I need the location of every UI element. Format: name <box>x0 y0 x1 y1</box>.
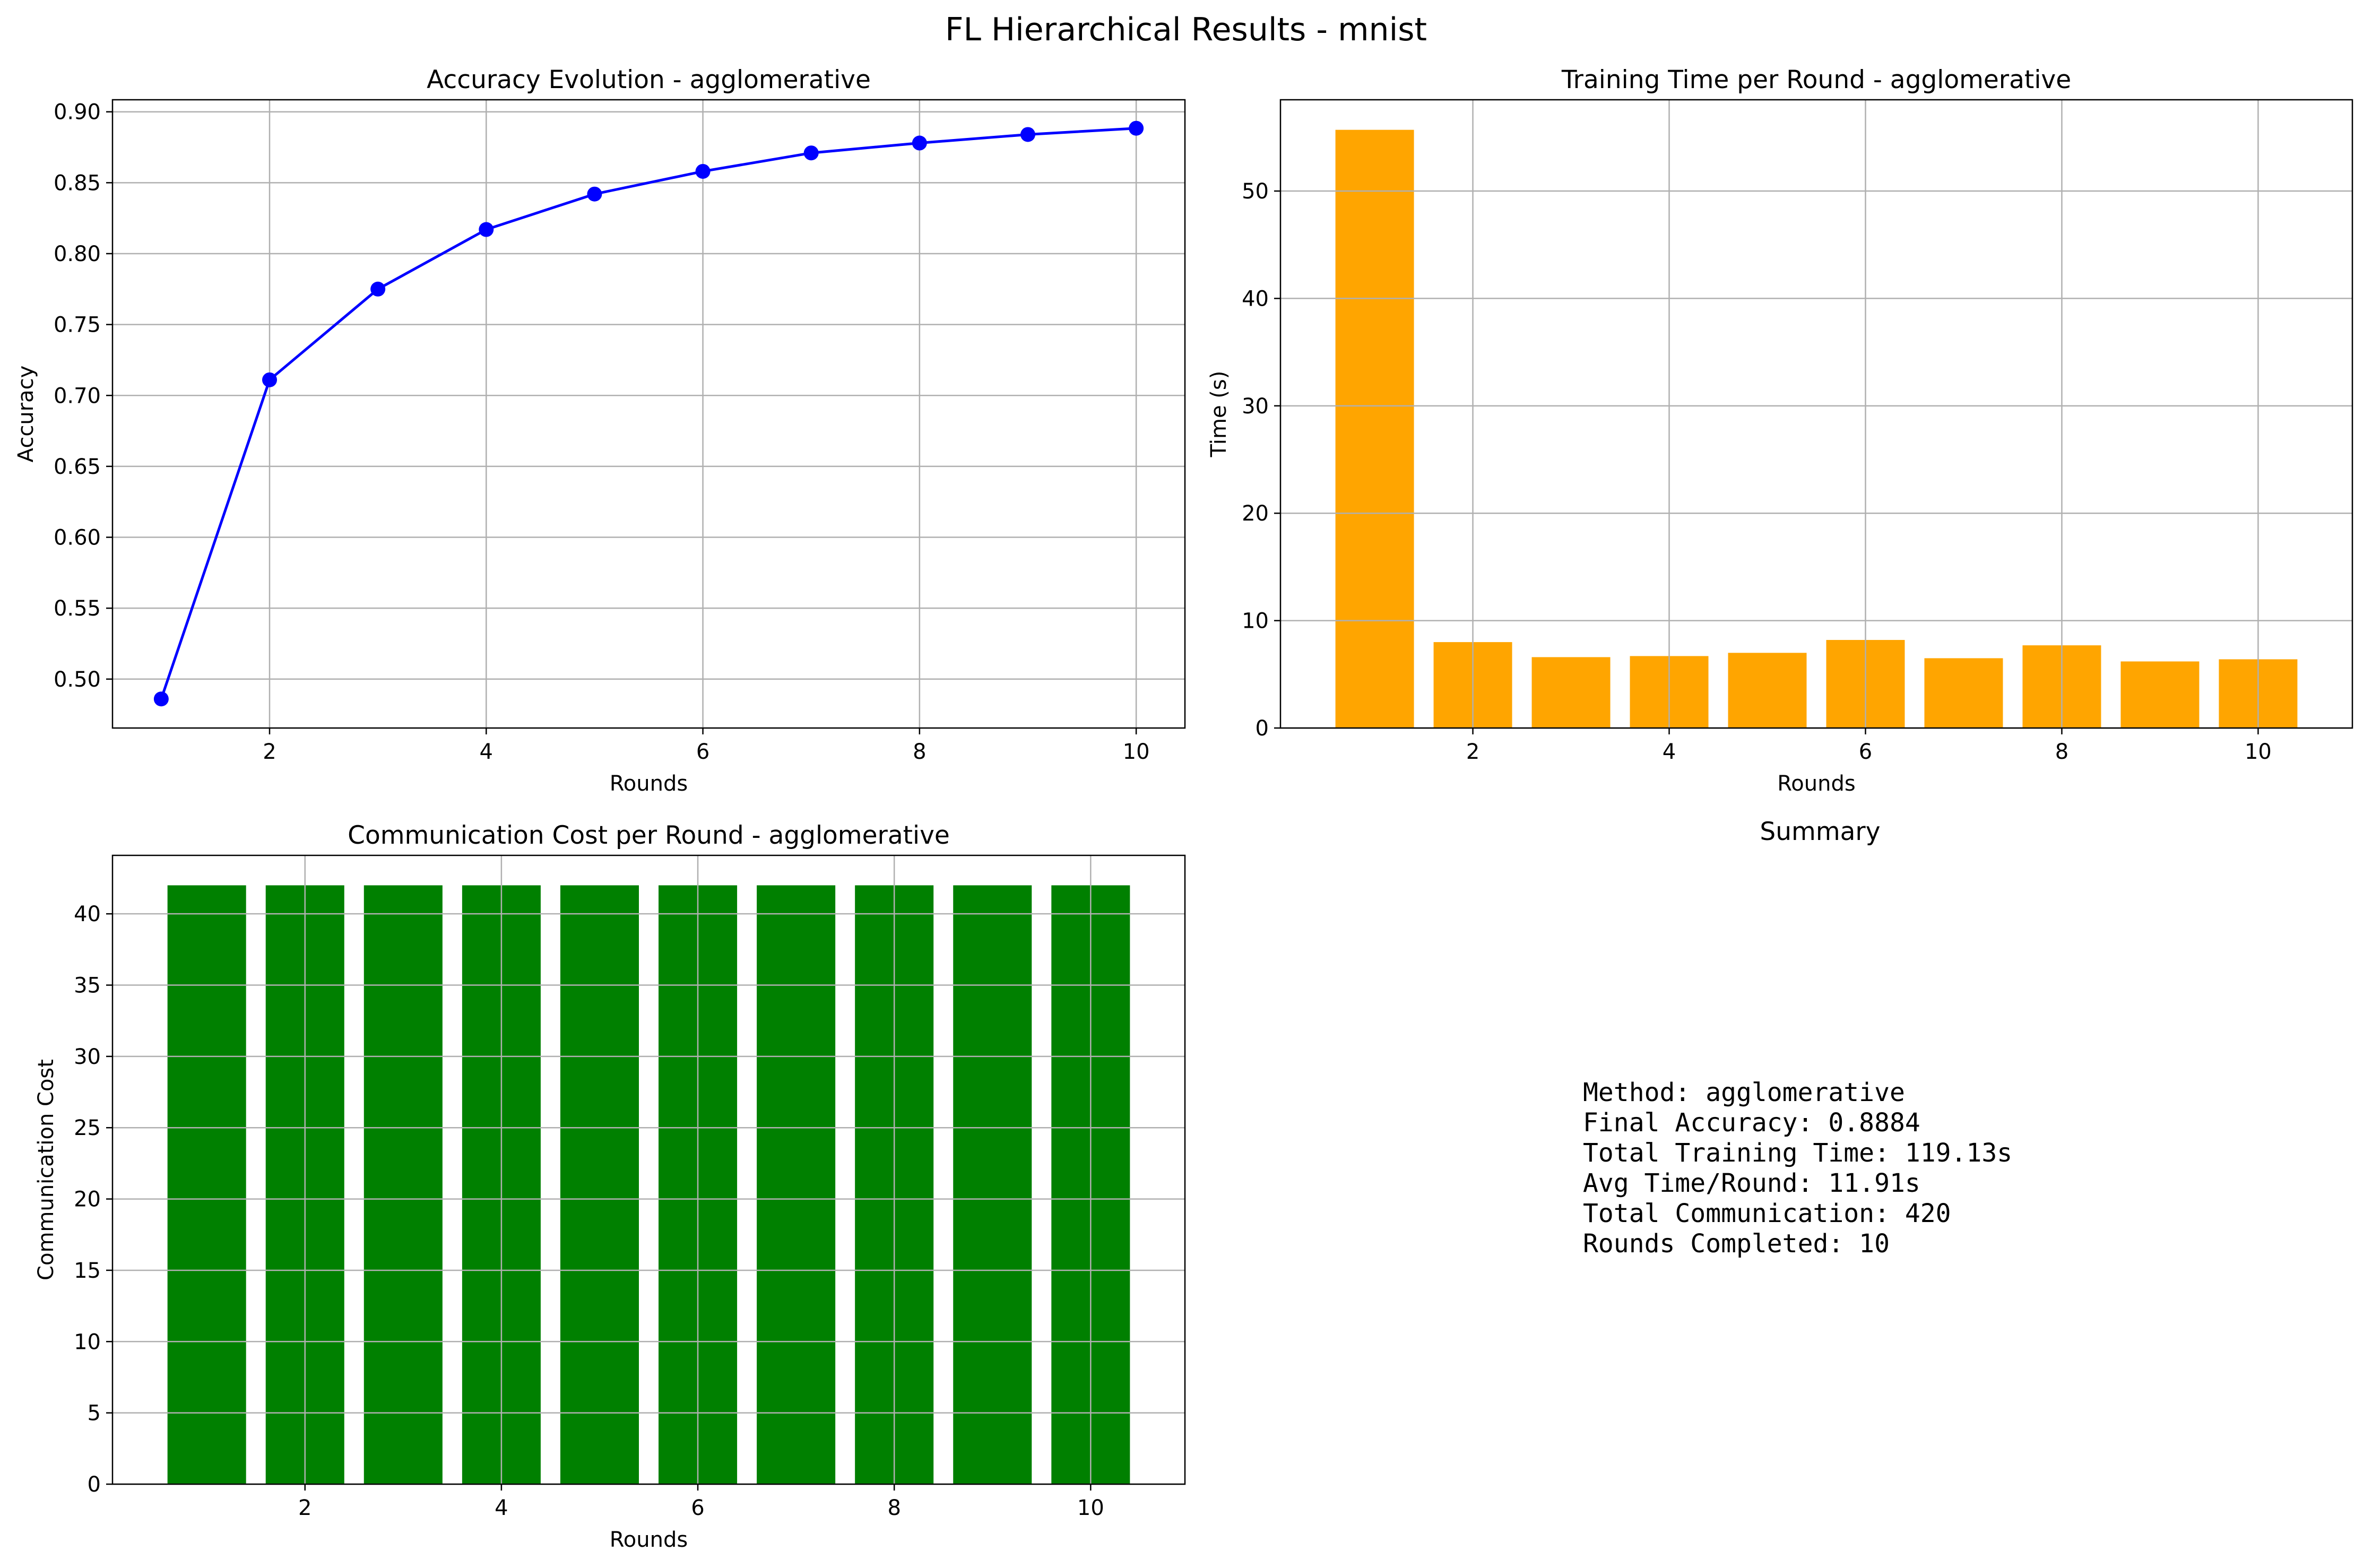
y-tick-label: 50 <box>1242 179 1269 204</box>
figure-title: FL Hierarchical Results - mnist <box>945 11 1427 48</box>
y-tick-label: 0.70 <box>54 384 101 408</box>
summary-title: Summary <box>1760 817 1880 846</box>
y-tick-label: 20 <box>74 1188 101 1212</box>
y-axis-label: Time (s) <box>1207 371 1231 458</box>
data-point-round-6 <box>695 163 711 179</box>
data-point-round-7 <box>803 145 819 161</box>
bar-round-9 <box>2120 661 2200 728</box>
chart-title: Training Time per Round - agglomerative <box>1561 65 2071 94</box>
summary-line-final-accuracy: Final Accuracy: 0.8884 <box>1583 1108 1920 1138</box>
bar-round-5 <box>1728 653 1807 728</box>
bar-round-5 <box>560 885 639 1484</box>
data-point-round-3 <box>370 281 386 297</box>
chart-title: Communication Cost per Round - agglomera… <box>348 821 950 850</box>
summary-line-total-communication: Total Communication: 420 <box>1583 1199 1951 1228</box>
summary-line-total-training-time: Total Training Time: 119.13s <box>1583 1138 2012 1168</box>
x-tick-label: 6 <box>1859 740 1872 764</box>
summary-line-method: Method: agglomerative <box>1583 1078 1905 1107</box>
axes-frame <box>111 854 1186 1485</box>
axes-frame <box>111 99 1186 729</box>
y-tick-label: 40 <box>1242 287 1269 311</box>
x-axis-label: Rounds <box>610 1528 688 1552</box>
axes-frame <box>1279 99 2353 729</box>
y-axis-label: Communication Cost <box>34 1059 58 1280</box>
y-tick-label: 15 <box>74 1259 101 1283</box>
bar-round-1 <box>1335 129 1414 729</box>
x-tick-label: 10 <box>2245 740 2272 764</box>
bar-round-7 <box>757 885 836 1484</box>
x-tick-label: 4 <box>495 1496 508 1520</box>
data-point-round-10 <box>1129 120 1144 136</box>
y-tick-label: 10 <box>1242 609 1269 634</box>
bar-round-1 <box>167 885 246 1484</box>
y-tick-label: 35 <box>74 974 101 998</box>
x-tick-label: 6 <box>691 1496 704 1520</box>
y-tick-label: 30 <box>1242 394 1269 419</box>
y-tick-label: 0.60 <box>54 526 101 550</box>
data-point-round-5 <box>587 186 602 202</box>
x-tick-label: 8 <box>2055 740 2068 764</box>
x-tick-label: 8 <box>887 1496 901 1520</box>
x-tick-label: 4 <box>480 740 493 764</box>
summary-line-avg-time: Avg Time/Round: 11.91s <box>1583 1168 1920 1198</box>
y-tick-label: 0.85 <box>54 171 101 195</box>
y-tick-label: 5 <box>88 1401 101 1426</box>
bar-round-7 <box>1924 658 2003 728</box>
y-tick-label: 30 <box>74 1045 101 1069</box>
x-axis-label: Rounds <box>610 772 688 796</box>
y-tick-label: 0.50 <box>54 668 101 692</box>
summary-line-rounds-completed: Rounds Completed: 10 <box>1583 1229 1890 1259</box>
y-tick-label: 0.90 <box>54 100 101 125</box>
bar-round-3 <box>363 885 443 1484</box>
y-tick-label: 0.55 <box>54 596 101 621</box>
x-tick-label: 4 <box>1663 740 1676 764</box>
data-point-round-2 <box>262 372 278 387</box>
y-tick-label: 0 <box>88 1472 101 1497</box>
data-point-round-8 <box>912 135 927 151</box>
x-tick-label: 2 <box>1466 740 1479 764</box>
chart-title: Accuracy Evolution - agglomerative <box>427 65 871 94</box>
y-axis-label: Accuracy <box>14 366 38 463</box>
data-point-round-9 <box>1020 127 1035 142</box>
y-tick-label: 0.75 <box>54 313 101 337</box>
y-tick-label: 10 <box>74 1330 101 1354</box>
bar-round-9 <box>953 885 1032 1484</box>
x-tick-label: 6 <box>696 740 709 764</box>
training-time-chart: 2 4 6 8 10 0 10 20 30 40 50 Training Time per Round… <box>1207 65 2353 796</box>
y-tick-label: 0.80 <box>54 242 101 266</box>
y-tick-label: 25 <box>74 1116 101 1140</box>
x-axis-label: Rounds <box>1777 772 1855 796</box>
summary-panel: Summary Method: agglomerative Final Accu… <box>1583 817 2012 1259</box>
x-tick-label: 10 <box>1077 1496 1104 1520</box>
y-tick-label: 0 <box>1256 716 1269 741</box>
accuracy-line <box>160 127 1137 700</box>
x-tick-label: 2 <box>298 1496 311 1520</box>
x-tick-label: 10 <box>1123 740 1150 764</box>
data-point-round-1 <box>153 691 169 707</box>
accuracy-chart: 2 4 6 8 10 0.50 0.55 0.60 0.65 0.70 0.75 0.80 0.85 0.… <box>14 65 1186 796</box>
x-tick-label: 8 <box>913 740 926 764</box>
y-tick-label: 0.65 <box>54 455 101 479</box>
data-point-round-4 <box>479 222 494 237</box>
y-tick-label: 20 <box>1242 501 1269 526</box>
y-tick-label: 40 <box>74 902 101 926</box>
x-tick-label: 2 <box>263 740 276 764</box>
bar-round-3 <box>1531 657 1611 728</box>
communication-cost-chart: 2 4 6 8 10 0 5 10 15 20 25 30 35 40 Communication Cost… <box>34 821 1186 1552</box>
